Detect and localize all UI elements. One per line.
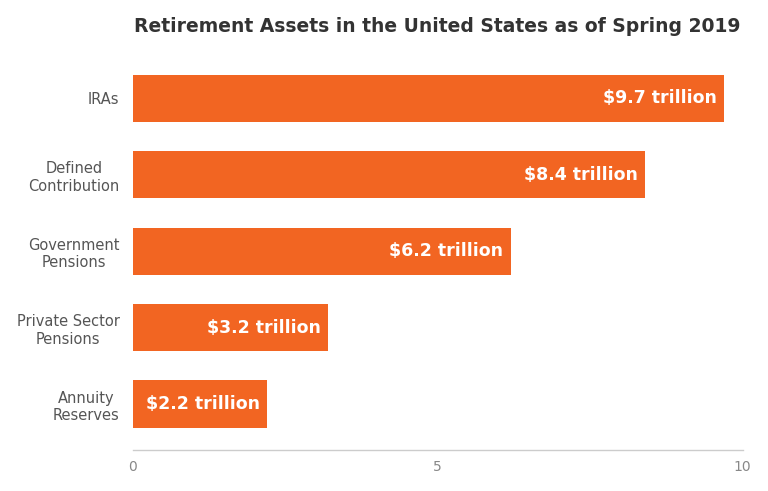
Text: $6.2 trillion: $6.2 trillion [389,242,504,260]
Text: $8.4 trillion: $8.4 trillion [524,166,637,184]
Bar [133,75,724,122]
Title: Retirement Assets in the United States as of Spring 2019: Retirement Assets in the United States a… [134,17,741,36]
Bar [133,227,511,275]
Bar [133,304,328,352]
Text: $2.2 trillion: $2.2 trillion [146,395,260,413]
Text: $9.7 trillion: $9.7 trillion [603,89,717,108]
Text: $3.2 trillion: $3.2 trillion [207,319,320,337]
Bar [133,151,645,198]
Bar [133,381,267,428]
